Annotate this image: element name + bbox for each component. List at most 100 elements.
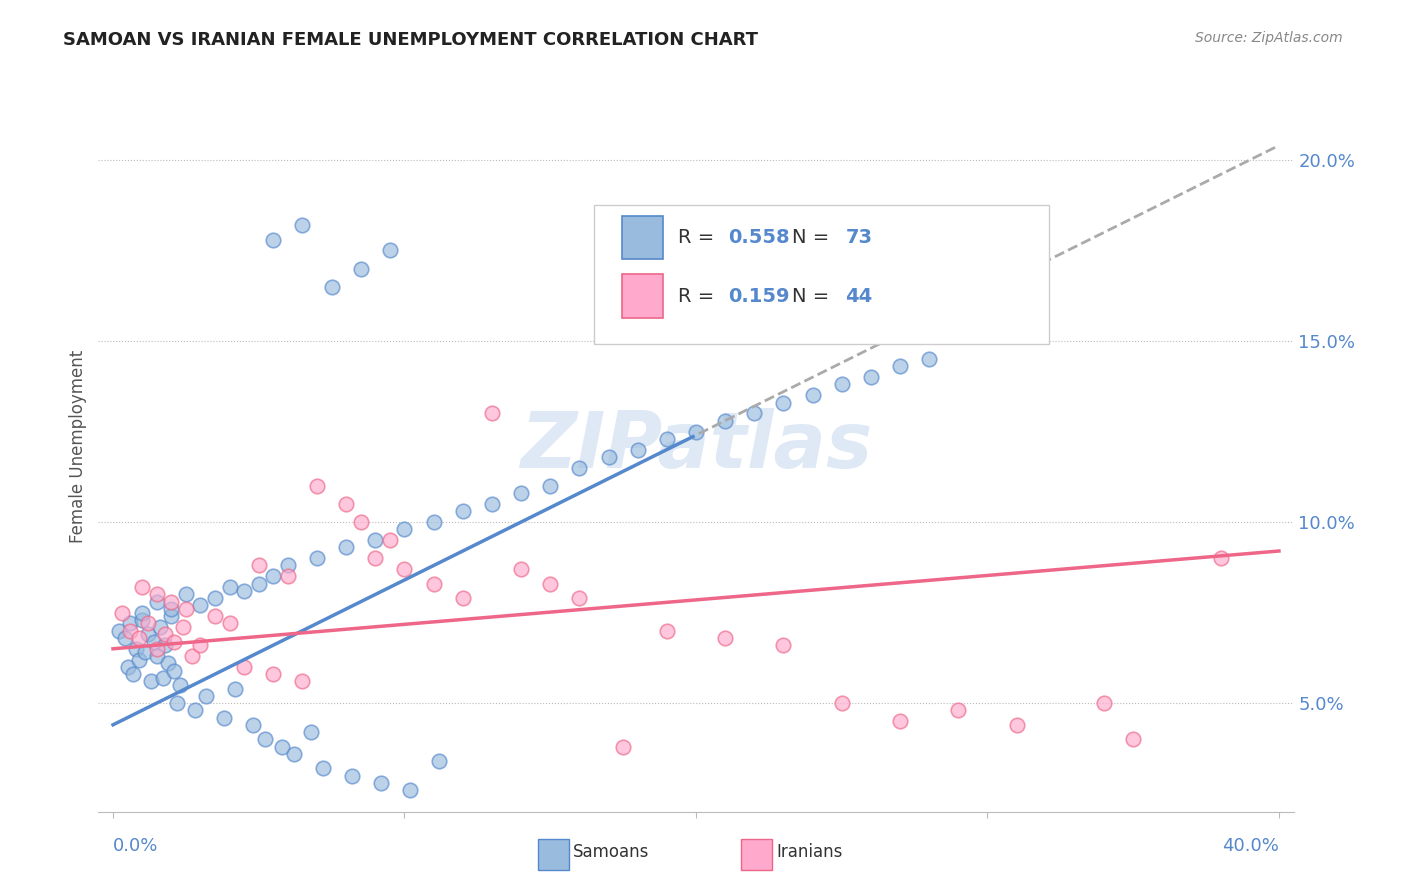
Point — [131, 613, 153, 627]
Point — [283, 747, 305, 761]
Point — [145, 648, 167, 663]
Point — [152, 671, 174, 685]
Point — [142, 634, 165, 648]
Text: 0.159: 0.159 — [728, 286, 790, 306]
Point — [714, 631, 737, 645]
Point — [370, 776, 392, 790]
Point — [218, 580, 240, 594]
Point — [1122, 732, 1144, 747]
Point — [160, 595, 183, 609]
Point — [111, 606, 134, 620]
Text: SAMOAN VS IRANIAN FEMALE UNEMPLOYMENT CORRELATION CHART: SAMOAN VS IRANIAN FEMALE UNEMPLOYMENT CO… — [63, 31, 758, 49]
Text: 0.558: 0.558 — [728, 228, 790, 247]
Point — [204, 609, 226, 624]
Point — [1005, 718, 1028, 732]
Point — [801, 388, 824, 402]
Point — [242, 718, 264, 732]
Text: N =: N = — [792, 228, 835, 247]
Point — [218, 616, 240, 631]
Point — [271, 739, 294, 754]
Text: 40.0%: 40.0% — [1222, 837, 1279, 855]
Y-axis label: Female Unemployment: Female Unemployment — [69, 350, 87, 542]
FancyBboxPatch shape — [621, 275, 662, 318]
Text: ZIPatlas: ZIPatlas — [520, 408, 872, 484]
Point — [568, 460, 591, 475]
Point — [128, 631, 150, 645]
Point — [859, 370, 882, 384]
Point — [155, 627, 177, 641]
Point — [918, 352, 941, 367]
Point — [889, 359, 911, 374]
Point — [394, 522, 416, 536]
Point — [145, 641, 167, 656]
Point — [714, 414, 737, 428]
Point — [378, 533, 401, 548]
Point — [155, 638, 177, 652]
Point — [305, 551, 328, 566]
Text: Samoans: Samoans — [572, 843, 650, 861]
Point — [277, 558, 299, 573]
Point — [291, 674, 314, 689]
Point — [772, 638, 794, 652]
Point — [510, 486, 533, 500]
Point — [172, 620, 194, 634]
Point — [305, 479, 328, 493]
Point — [685, 425, 707, 439]
Point — [120, 624, 142, 638]
Point — [145, 595, 167, 609]
Point — [117, 660, 139, 674]
Point — [224, 681, 246, 696]
Point — [125, 641, 148, 656]
Point — [350, 261, 373, 276]
Point — [149, 620, 172, 634]
Text: Source: ZipAtlas.com: Source: ZipAtlas.com — [1195, 31, 1343, 45]
Point — [136, 627, 159, 641]
Text: Iranians: Iranians — [776, 843, 842, 861]
FancyBboxPatch shape — [621, 216, 662, 259]
Point — [831, 377, 853, 392]
Point — [262, 569, 284, 583]
Point — [277, 569, 299, 583]
Point — [429, 754, 451, 768]
Point — [139, 674, 162, 689]
Point — [627, 442, 650, 457]
Point — [378, 244, 401, 258]
Point — [948, 703, 970, 717]
Point — [889, 714, 911, 729]
Point — [422, 515, 444, 529]
Text: N =: N = — [792, 286, 835, 306]
Point — [134, 645, 156, 659]
Point — [422, 576, 444, 591]
Point — [538, 576, 561, 591]
Point — [163, 634, 186, 648]
Point — [157, 657, 180, 671]
Point — [233, 583, 256, 598]
Point — [174, 602, 197, 616]
Point — [128, 653, 150, 667]
Point — [169, 678, 191, 692]
Point — [190, 599, 212, 613]
Point — [364, 533, 387, 548]
Text: 73: 73 — [845, 228, 872, 247]
Point — [131, 580, 153, 594]
Point — [145, 587, 167, 601]
Text: 0.0%: 0.0% — [112, 837, 159, 855]
Point — [180, 648, 202, 663]
Point — [253, 732, 276, 747]
Point — [166, 696, 188, 710]
Point — [131, 606, 153, 620]
Point — [655, 432, 678, 446]
Point — [335, 497, 357, 511]
Point — [1209, 551, 1232, 566]
Point — [510, 562, 533, 576]
Point — [451, 504, 474, 518]
Point — [108, 624, 131, 638]
Point — [772, 395, 794, 409]
Point — [538, 479, 561, 493]
FancyBboxPatch shape — [741, 838, 772, 870]
Point — [299, 725, 322, 739]
Point — [183, 703, 205, 717]
Text: 44: 44 — [845, 286, 873, 306]
Point — [212, 710, 235, 724]
Point — [312, 761, 335, 775]
